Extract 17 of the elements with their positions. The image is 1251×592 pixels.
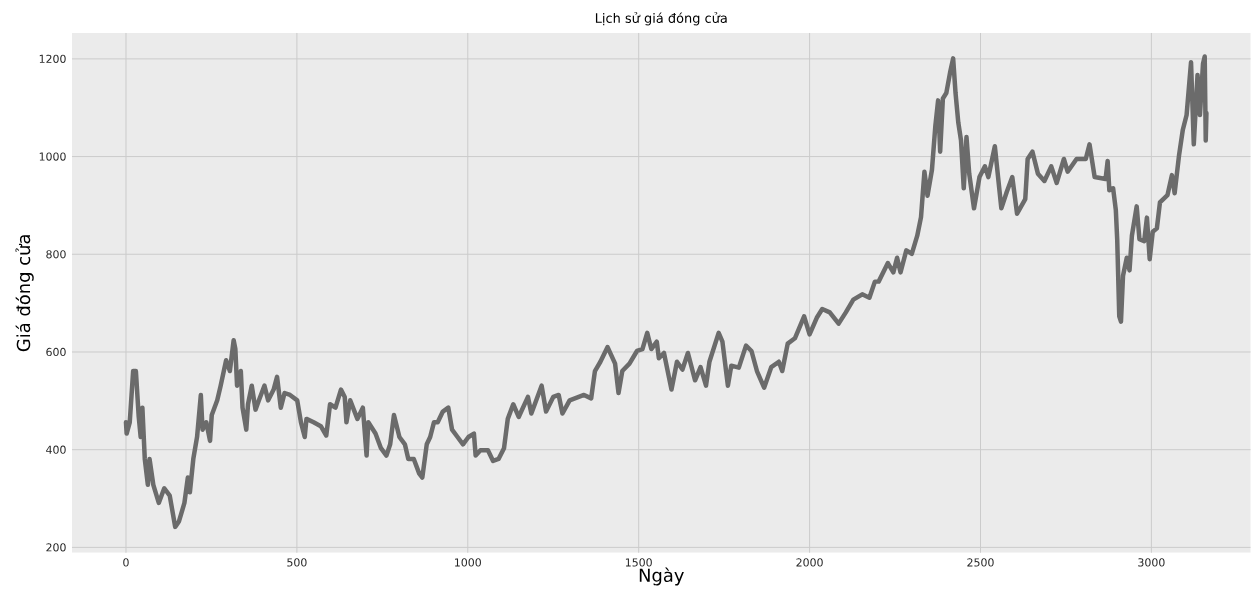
x-tick-label: 0 — [123, 558, 129, 567]
y-tick-label: 400 — [46, 445, 66, 454]
y-tick-label: 800 — [46, 250, 66, 259]
y-tick-label: 1000 — [39, 152, 66, 161]
y-tick-label: 200 — [46, 543, 66, 552]
x-axis-title: Ngày — [639, 567, 684, 586]
x-tick-label: 2500 — [967, 558, 994, 567]
x-tick-label: 3000 — [1138, 558, 1165, 567]
x-tick-label: 1500 — [625, 558, 652, 567]
x-tick-label: 500 — [287, 558, 307, 567]
x-tick-label: 2000 — [796, 558, 823, 567]
x-tick-label: 1000 — [455, 558, 481, 567]
y-axis-title: Giá đóng cửa — [15, 235, 34, 352]
y-tick-label: 1200 — [39, 54, 66, 64]
y-tick-label: 600 — [46, 347, 66, 357]
line-series — [123, 54, 1209, 530]
chart-title: Lịch sử giá đóng cửa — [595, 12, 727, 26]
